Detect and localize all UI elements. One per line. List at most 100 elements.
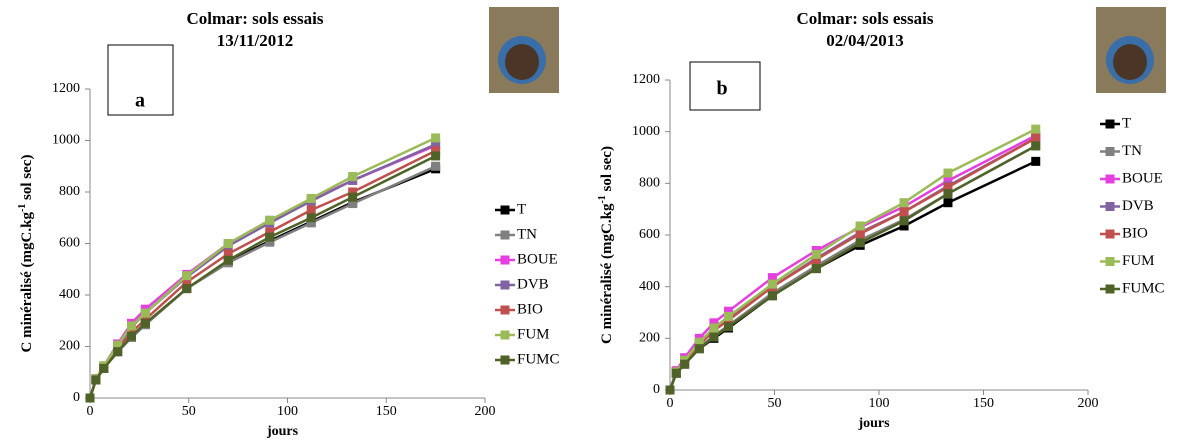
marker: [91, 375, 101, 385]
marker: [767, 291, 777, 301]
marker: [431, 146, 441, 156]
series-line: [668, 144, 1037, 391]
marker: [223, 239, 233, 248]
y-axis-label-part: sol sec): [19, 155, 35, 204]
y-axis-label-part: -1: [597, 195, 608, 203]
legend-label: TN: [517, 226, 537, 242]
legend-label: T: [517, 201, 526, 217]
marker: [113, 347, 123, 357]
y-tick-label: 400: [59, 287, 80, 302]
x-axis-label: jours: [857, 416, 890, 431]
y-axis-label-part: C minéralisé (mgC.kg: [19, 212, 35, 353]
marker: [306, 218, 316, 228]
marker: [140, 318, 150, 328]
marker: [223, 255, 233, 265]
marker: [943, 176, 953, 186]
marker: [223, 249, 233, 259]
y-tick-label: 400: [639, 279, 660, 294]
legend-label: FUM: [517, 326, 550, 342]
marker: [182, 271, 192, 281]
y-tick-label: 800: [59, 184, 80, 199]
marker: [1031, 141, 1041, 151]
marker: [671, 368, 681, 378]
marker: [855, 238, 865, 248]
marker: [140, 308, 150, 318]
marker: [943, 182, 953, 192]
x-tick-label: 150: [973, 396, 994, 411]
y-tick-label: 1000: [52, 133, 80, 148]
panel-box: [107, 44, 174, 116]
legend-label: BIO: [517, 301, 543, 317]
legend-marker: [1105, 229, 1115, 239]
marker: [694, 337, 704, 347]
marker: [265, 237, 275, 247]
y-tick-label: 800: [639, 176, 660, 191]
marker: [943, 189, 953, 199]
legend-marker: [1105, 147, 1115, 156]
marker: [724, 311, 734, 321]
marker: [899, 207, 909, 217]
legend-marker: [500, 255, 510, 265]
series-line: [668, 144, 1037, 391]
y-axis-label-part: C minéralisé (mgC.kg: [599, 203, 615, 344]
panel-letter: a: [135, 90, 145, 112]
legend-label: BOUE: [1122, 170, 1163, 186]
marker: [265, 215, 275, 225]
legend-marker: [500, 280, 510, 290]
marker: [1031, 133, 1041, 143]
legend-marker: [1105, 119, 1115, 129]
series-line: [88, 154, 437, 399]
y-tick-label: 600: [639, 227, 660, 242]
legend-label: FUMC: [1122, 280, 1165, 296]
marker: [348, 172, 358, 182]
marker: [126, 331, 136, 341]
y-axis-label-part: -1: [17, 204, 28, 212]
marker: [182, 284, 192, 294]
marker: [431, 133, 441, 143]
marker: [855, 221, 865, 231]
marker: [348, 199, 358, 209]
panel-box: [689, 61, 761, 111]
marker: [113, 340, 123, 350]
x-tick-label: 0: [667, 396, 674, 411]
marker: [811, 249, 821, 259]
legend-label: DVB: [1122, 198, 1154, 214]
x-tick-label: 200: [1078, 396, 1099, 411]
legend-label: BOUE: [517, 251, 558, 267]
marker: [767, 273, 777, 283]
legend-marker: [1105, 202, 1115, 211]
marker: [724, 322, 734, 332]
y-tick-label: 0: [653, 382, 660, 397]
y-tick-label: 0: [73, 390, 80, 405]
marker: [855, 229, 865, 239]
legend-marker: [1105, 257, 1115, 266]
legend-marker: [1105, 284, 1115, 294]
y-tick-label: 600: [59, 236, 80, 251]
marker: [899, 216, 909, 226]
legend-marker: [500, 205, 510, 215]
legend-marker: [500, 330, 510, 340]
marker: [182, 277, 192, 287]
x-tick-label: 100: [869, 396, 890, 411]
legend-marker: [1105, 174, 1115, 184]
chart-subtitle: 13/11/2012: [217, 31, 294, 50]
chart-subtitle: 02/04/2013: [826, 31, 903, 50]
marker: [348, 187, 358, 197]
y-tick-label: 1200: [632, 72, 660, 87]
x-tick-label: 200: [475, 404, 496, 419]
marker: [265, 232, 275, 242]
legend-label: T: [1122, 115, 1131, 131]
y-axis-label: C minéralisé (mgC.kg-1 sol sec): [17, 155, 36, 353]
marker: [1031, 124, 1041, 134]
legend-label: TN: [1122, 143, 1142, 159]
marker: [431, 151, 441, 161]
chart-title: Colmar: sols essais: [797, 9, 934, 28]
marker: [943, 168, 953, 178]
marker: [811, 255, 821, 265]
marker: [709, 323, 719, 333]
x-tick-label: 100: [277, 404, 298, 419]
marker: [306, 213, 316, 223]
marker: [665, 385, 675, 395]
series-line: [668, 134, 1037, 391]
